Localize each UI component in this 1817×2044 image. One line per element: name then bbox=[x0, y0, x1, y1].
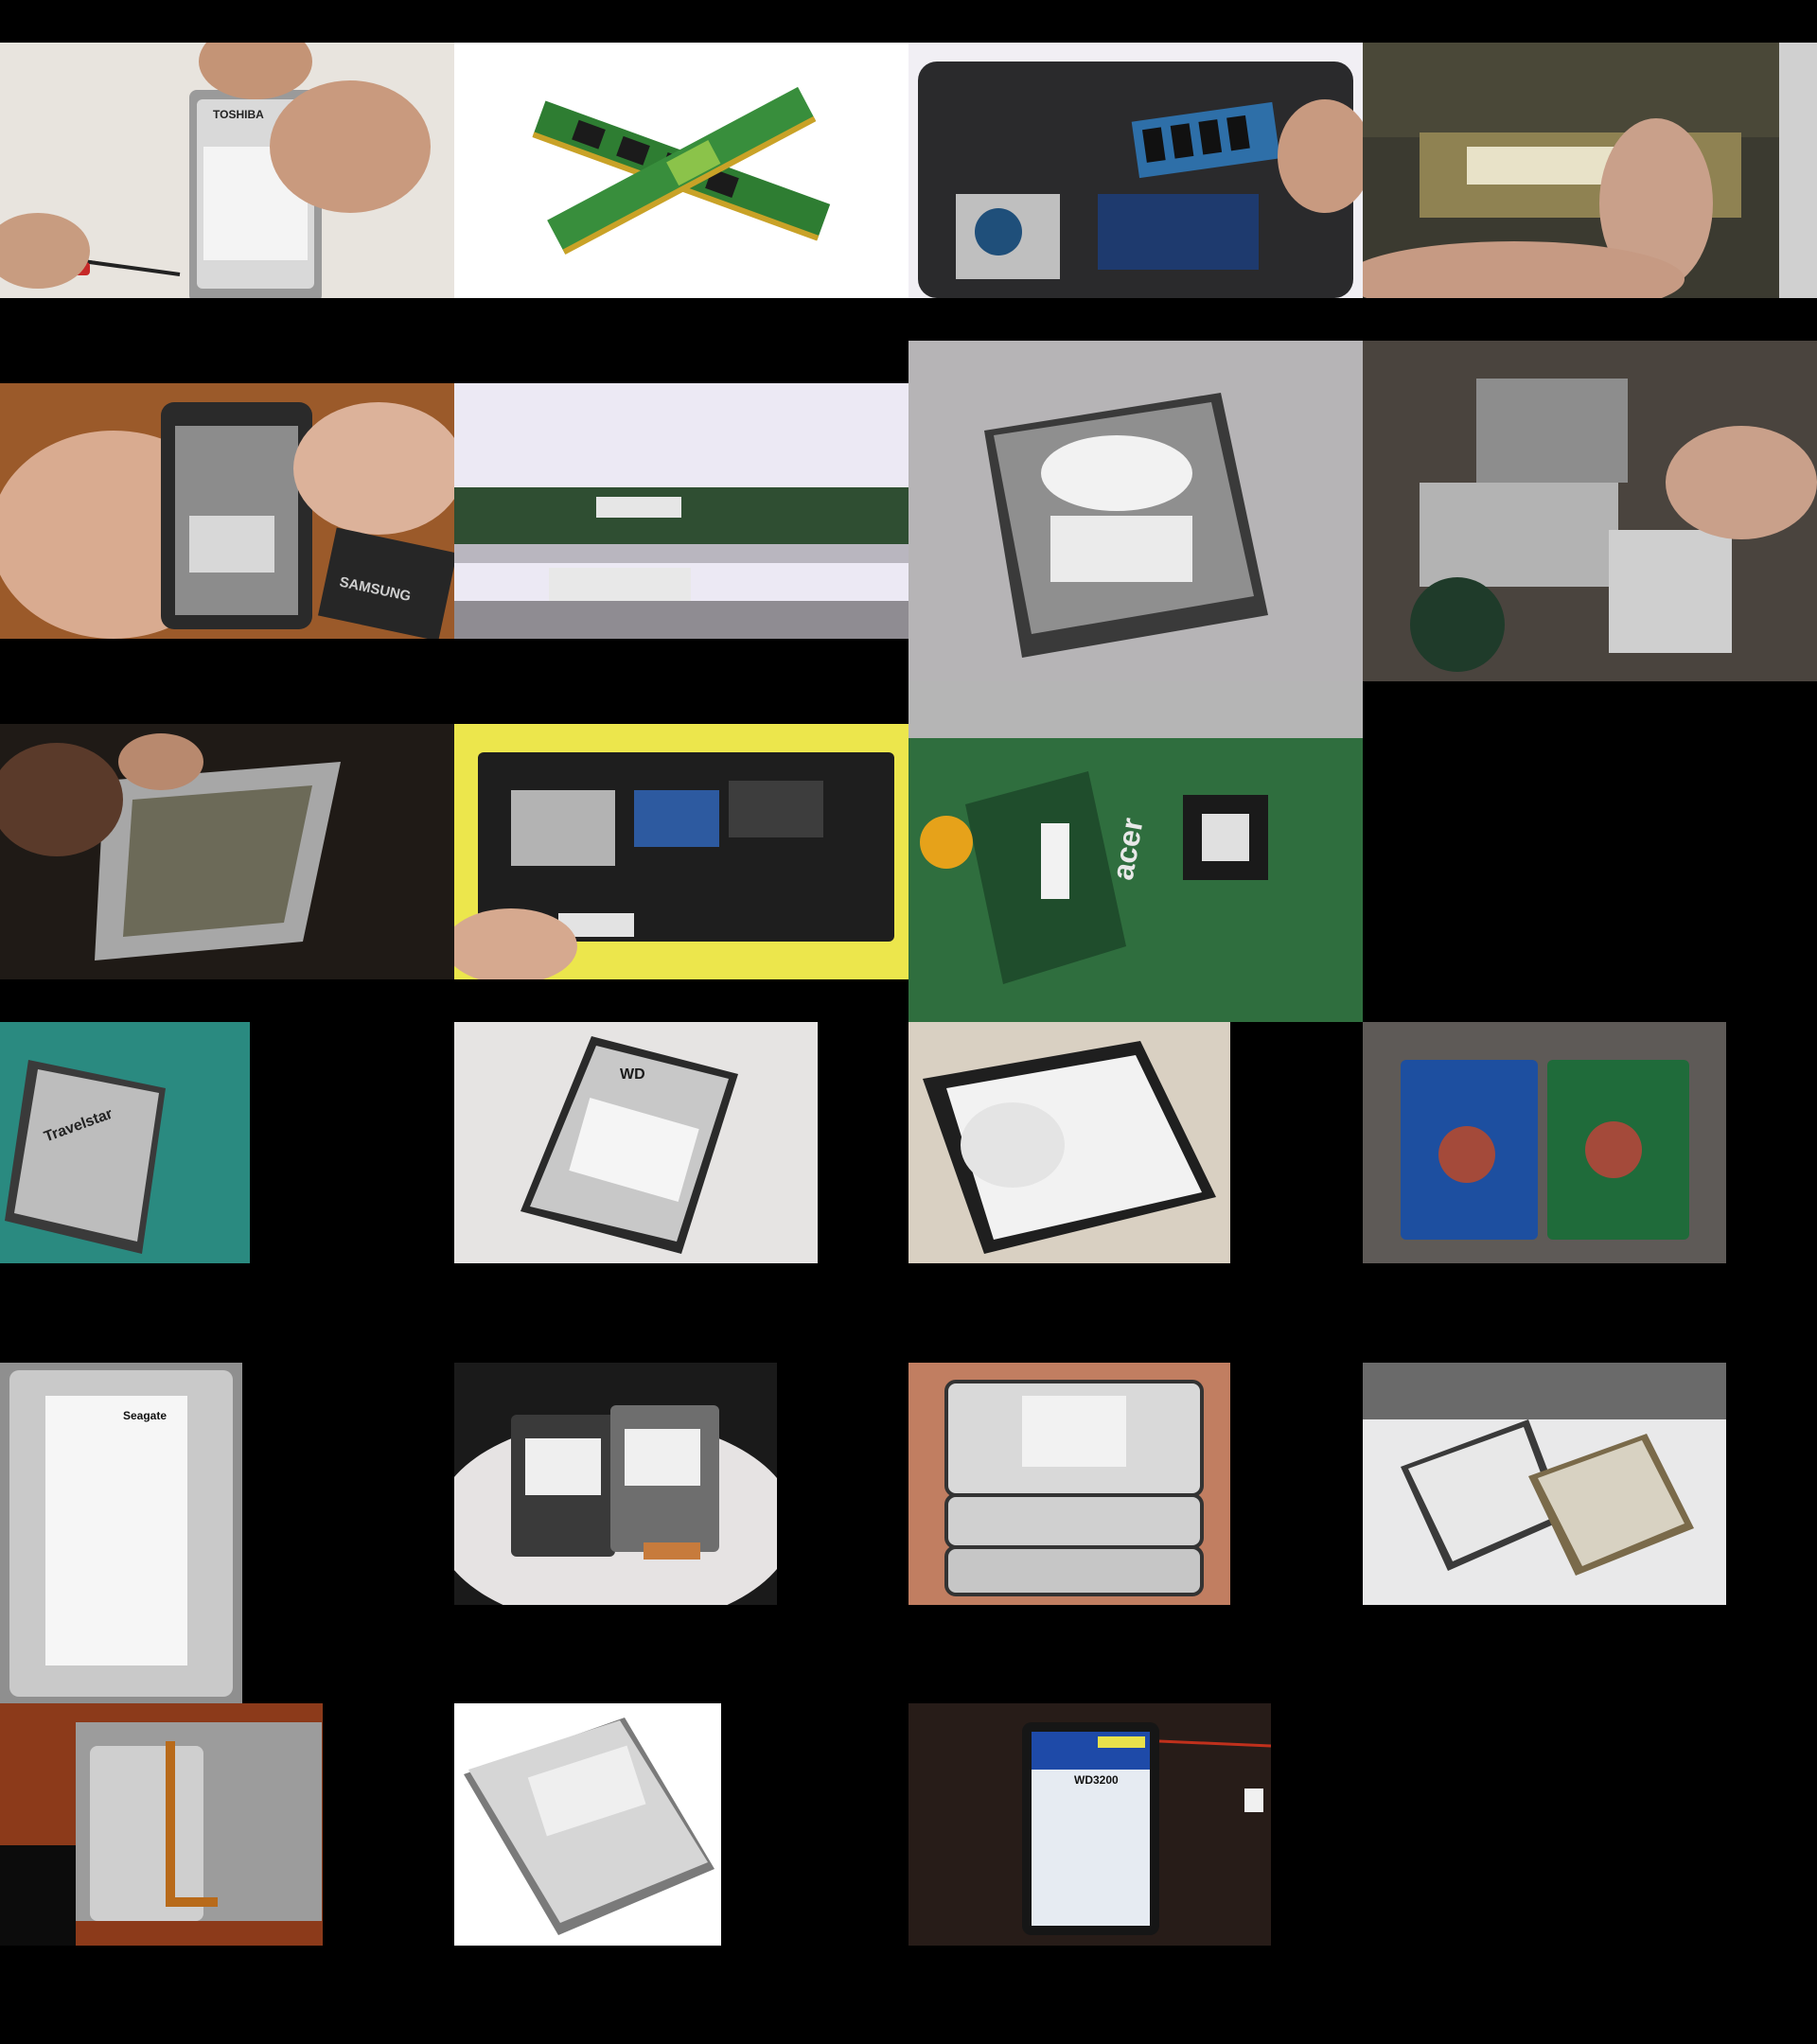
tile-drives-on-workbench bbox=[1363, 341, 1817, 681]
tile-phone-open-in-hand: SAMSUNG bbox=[0, 383, 454, 639]
tile-ram-sticks-crossed bbox=[454, 43, 908, 298]
tile-two-hdds-on-laptop bbox=[1363, 1363, 1726, 1605]
tile-travelstar-hdd: Travelstar bbox=[0, 1022, 250, 1263]
tile-laptop-chassis-disassembly bbox=[0, 724, 454, 979]
tile-acer-motherboard: acer bbox=[908, 681, 1363, 1022]
tile-deskstar-hdd bbox=[454, 1703, 721, 1946]
tile-desktop-hdd-gray bbox=[908, 341, 1363, 681]
wd3200-label: WD3200 bbox=[1074, 1773, 1119, 1787]
tile-wd-caviar-hdd: WD3200 bbox=[908, 1703, 1271, 1946]
tile-two-hdds-on-cloth bbox=[454, 1363, 777, 1605]
tile-laptop-underside-ram bbox=[908, 43, 1363, 298]
toshiba-label: TOSHIBA bbox=[213, 108, 264, 121]
tile-stack-of-three-hdds bbox=[908, 1363, 1230, 1605]
tile-seagate-laptop-hdd bbox=[908, 1022, 1230, 1263]
wd-label: WD bbox=[620, 1066, 645, 1083]
tile-lcd-panel-edge bbox=[454, 383, 908, 639]
tile-laptop-hdd-screwdriver: TOSHIBA bbox=[0, 43, 454, 298]
tile-hdd-in-laptop-bay bbox=[0, 1703, 323, 1946]
tile-macbook-ram-slot bbox=[1363, 43, 1817, 298]
tile-wd-laptop-hdd: WD bbox=[454, 1022, 818, 1263]
seagate-label: Seagate bbox=[123, 1409, 167, 1422]
tile-two-hdd-pcbs bbox=[1363, 1022, 1726, 1263]
tile-seagate-barracuda: Seagate bbox=[0, 1363, 242, 1703]
tile-laptop-bottom-yellow bbox=[454, 724, 908, 979]
